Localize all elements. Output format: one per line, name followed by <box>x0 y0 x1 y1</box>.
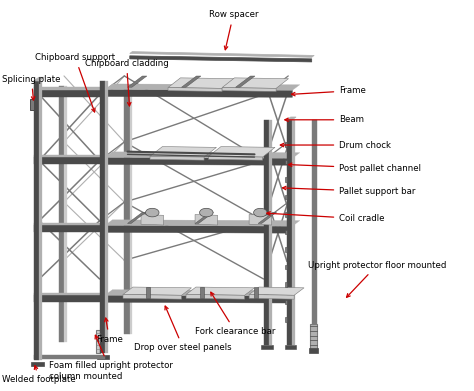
Polygon shape <box>150 147 217 157</box>
Bar <box>285 230 287 234</box>
Ellipse shape <box>200 208 213 217</box>
Bar <box>34 223 105 225</box>
Polygon shape <box>34 77 44 81</box>
Polygon shape <box>123 287 191 295</box>
Bar <box>34 225 105 232</box>
Bar <box>100 81 105 353</box>
Polygon shape <box>141 215 164 225</box>
Bar <box>105 81 108 353</box>
Text: Frame: Frame <box>96 318 123 344</box>
Polygon shape <box>258 212 277 223</box>
Polygon shape <box>105 152 300 158</box>
Polygon shape <box>195 215 218 225</box>
Bar <box>269 120 272 345</box>
Bar <box>285 142 287 147</box>
Text: Beam: Beam <box>285 115 364 124</box>
Polygon shape <box>287 117 296 120</box>
Bar <box>34 81 39 361</box>
Bar <box>34 90 105 97</box>
Polygon shape <box>222 88 276 91</box>
Bar <box>287 120 292 345</box>
Polygon shape <box>130 52 314 57</box>
Bar <box>34 355 105 359</box>
Text: Splicing plate: Splicing plate <box>2 75 61 100</box>
Bar <box>310 324 317 349</box>
Bar <box>285 247 287 252</box>
Polygon shape <box>168 78 235 88</box>
Bar <box>39 81 42 361</box>
Bar <box>261 345 273 349</box>
Text: Foam filled upright protector
column mounted: Foam filled upright protector column mou… <box>49 335 173 381</box>
Bar <box>31 362 44 366</box>
Polygon shape <box>105 290 300 296</box>
Text: Coil cradle: Coil cradle <box>267 212 385 223</box>
Polygon shape <box>105 84 300 90</box>
Ellipse shape <box>146 208 159 217</box>
Bar <box>97 355 109 359</box>
Bar <box>285 177 287 182</box>
Polygon shape <box>195 212 213 223</box>
Bar <box>34 155 105 158</box>
Bar <box>146 287 150 298</box>
Text: Upright protector floor mounted: Upright protector floor mounted <box>308 261 446 297</box>
Text: Pallet support bar: Pallet support bar <box>283 187 416 196</box>
Text: Welded footplate: Welded footplate <box>2 366 76 384</box>
Bar <box>124 86 130 334</box>
Text: Fork clearance bar: Fork clearance bar <box>195 292 275 336</box>
Polygon shape <box>186 287 255 295</box>
Bar <box>285 282 287 287</box>
Text: Drop over steel panels: Drop over steel panels <box>134 306 232 352</box>
Bar <box>34 158 105 165</box>
Polygon shape <box>209 156 263 160</box>
Bar <box>64 86 67 342</box>
Bar <box>34 295 105 302</box>
Bar <box>200 287 204 298</box>
Ellipse shape <box>254 208 267 217</box>
Polygon shape <box>105 225 292 233</box>
Bar <box>34 87 105 90</box>
Polygon shape <box>209 147 275 157</box>
Bar <box>285 345 296 349</box>
Bar <box>285 265 287 269</box>
Bar <box>292 120 295 345</box>
Text: Post pallet channel: Post pallet channel <box>288 163 421 173</box>
Polygon shape <box>123 294 182 299</box>
Polygon shape <box>236 76 255 87</box>
Bar <box>130 86 132 334</box>
Polygon shape <box>182 76 201 87</box>
Bar <box>285 195 287 199</box>
Polygon shape <box>105 158 292 165</box>
Polygon shape <box>105 220 300 226</box>
Bar <box>285 317 287 322</box>
Bar <box>312 120 317 345</box>
Polygon shape <box>105 90 292 97</box>
Polygon shape <box>150 156 204 160</box>
Polygon shape <box>249 215 272 225</box>
Polygon shape <box>222 78 289 88</box>
Polygon shape <box>168 88 222 91</box>
Text: Frame: Frame <box>292 86 366 96</box>
Bar <box>288 120 294 345</box>
Bar <box>309 348 319 353</box>
Bar <box>59 86 64 342</box>
Text: Chipboard cladding: Chipboard cladding <box>85 59 168 106</box>
Polygon shape <box>186 294 245 299</box>
Bar <box>254 287 258 298</box>
Bar <box>285 212 287 217</box>
Polygon shape <box>249 294 294 299</box>
Polygon shape <box>249 287 304 295</box>
Text: Drum chock: Drum chock <box>280 140 391 149</box>
Polygon shape <box>130 56 312 62</box>
Bar <box>285 300 287 304</box>
Text: Row spacer: Row spacer <box>209 11 258 50</box>
Bar <box>285 160 287 165</box>
Text: Chipboard support: Chipboard support <box>35 53 115 112</box>
Polygon shape <box>128 212 146 223</box>
Polygon shape <box>128 76 147 87</box>
Bar <box>34 292 105 295</box>
Bar <box>30 99 34 110</box>
Bar <box>96 330 100 353</box>
Polygon shape <box>105 295 292 303</box>
Bar <box>264 120 269 345</box>
